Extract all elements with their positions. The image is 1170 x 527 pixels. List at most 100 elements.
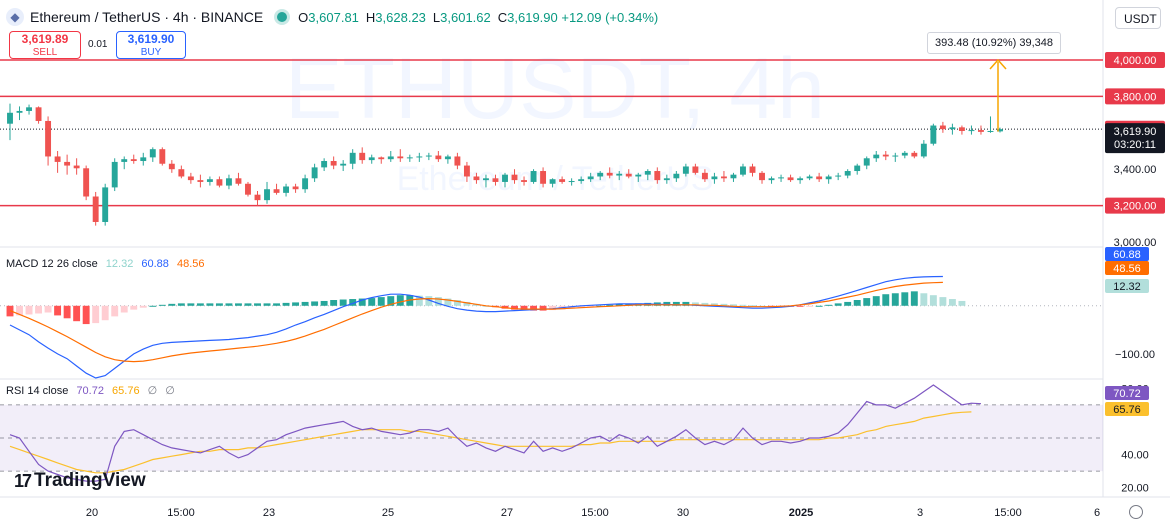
gear-icon[interactable] (1129, 505, 1143, 519)
candle-body (54, 156, 61, 162)
candle-body (473, 176, 480, 181)
candle (292, 183, 299, 193)
close-value: 3,619.90 +12.09 (+0.34%) (507, 9, 659, 25)
candle-body (321, 161, 328, 168)
candle (45, 116, 52, 166)
candle (111, 158, 118, 192)
candle-body (930, 125, 937, 144)
candle-body (939, 125, 946, 130)
open-value: 3,607.81 (308, 9, 359, 25)
macd-histogram-bar (539, 305, 547, 311)
macd-histogram-bar (929, 295, 937, 306)
macd-legend[interactable]: MACD 12 26 close 12.32 60.88 48.56 (6, 258, 210, 270)
candle-body (273, 189, 280, 193)
candle (264, 181, 270, 204)
candle-body (378, 157, 385, 160)
macd-histogram-bar (244, 303, 252, 306)
candle-body (606, 172, 613, 176)
macd-histogram-bar (273, 303, 280, 306)
symbol-header[interactable]: ◆ Ethereum / TetherUS · 4h · BINANCE O 3,… (6, 6, 662, 28)
candle (121, 156, 128, 170)
candle-body (397, 156, 404, 159)
macd-histogram-bar (453, 300, 461, 306)
candle-body (416, 156, 423, 158)
buy-button[interactable]: 3,619.90 BUY (116, 31, 186, 59)
candle-body (130, 159, 137, 162)
macd-histogram-bar (682, 301, 690, 306)
candle (92, 191, 99, 226)
candle (140, 152, 147, 166)
candle-body (425, 155, 432, 157)
candle (939, 121, 946, 133)
candle (568, 178, 575, 186)
macd-histogram-bar (158, 304, 166, 306)
candle (54, 151, 61, 173)
rsi-ma-value: 65.76 (112, 385, 140, 397)
candle-body (216, 179, 223, 186)
close-label: C (497, 9, 508, 25)
macd-histogram-bar (82, 305, 90, 325)
watermark-symbol: ETHUSDT, 4h (285, 41, 825, 137)
candle-body (168, 163, 175, 170)
candle-body (625, 173, 632, 177)
macd-histogram-bar (615, 304, 623, 306)
sell-price: 3,619.89 (21, 32, 69, 46)
candle (463, 161, 470, 182)
candle (740, 163, 746, 177)
candle (930, 123, 937, 146)
sell-button[interactable]: 3,619.89 SELL (9, 31, 81, 59)
candle (692, 163, 699, 175)
currency-select[interactable]: USDT (1115, 7, 1161, 29)
candle (425, 152, 432, 161)
macd-hist-value: 12.32 (105, 258, 134, 270)
rsi-value-tag-label: 65.76 (1113, 404, 1141, 416)
macd-histogram-bar (691, 302, 699, 306)
macd-histogram-bar (320, 300, 328, 306)
macd-histogram-bar (301, 301, 309, 306)
candle (616, 171, 623, 181)
candle (225, 174, 232, 190)
candle (749, 163, 756, 177)
candle (778, 174, 785, 182)
macd-histogram-bar (292, 302, 300, 306)
macd-histogram-bar (882, 294, 890, 306)
candle (406, 154, 413, 162)
candle-body (711, 176, 718, 180)
open-label: O (298, 9, 309, 25)
macd-histogram-bar (958, 300, 966, 306)
rsi-title: RSI 14 close (6, 385, 69, 397)
candle (587, 172, 594, 182)
candle-body (882, 154, 889, 157)
macd-histogram-bar (101, 305, 109, 321)
candle-body (64, 161, 71, 166)
candle-body (901, 152, 908, 156)
macd-histogram-bar (920, 293, 928, 306)
candle-body (483, 178, 489, 181)
macd-value-tag-label: 12.32 (1113, 281, 1141, 293)
macd-histogram-bar (444, 298, 452, 306)
tradingview-logo[interactable]: 17 TradingView (14, 470, 146, 492)
candle-body (740, 166, 746, 175)
candle (949, 123, 956, 135)
candle (549, 178, 556, 188)
symbol-title[interactable]: Ethereum / TetherUS · 4h · BINANCE (30, 9, 264, 25)
candle (530, 169, 537, 184)
macd-histogram-bar (339, 299, 347, 306)
buy-price: 3,619.90 (127, 32, 175, 46)
price-axis: 4,000.003,800.003,621.973,200.003,619.90… (1105, 52, 1165, 495)
macd-histogram-bar (872, 296, 880, 306)
macd-histogram-bar (44, 305, 52, 313)
rsi-pane (0, 384, 1103, 482)
macd-value-tag (1105, 247, 1149, 261)
macd-histogram-bar (511, 305, 518, 310)
candle-body (911, 152, 918, 157)
macd-signal-value: 48.56 (176, 258, 205, 270)
time-axis: 20 15:00 23 25 27 15:00 30 2025 3 15:00 6 (86, 507, 1100, 519)
rsi-legend[interactable]: RSI 14 close 70.72 65.76 ∅ ∅ (6, 384, 180, 397)
candle (673, 171, 680, 182)
candle-body (863, 158, 870, 166)
macd-histogram-bar (73, 305, 81, 322)
macd-histogram-bar (710, 303, 718, 306)
